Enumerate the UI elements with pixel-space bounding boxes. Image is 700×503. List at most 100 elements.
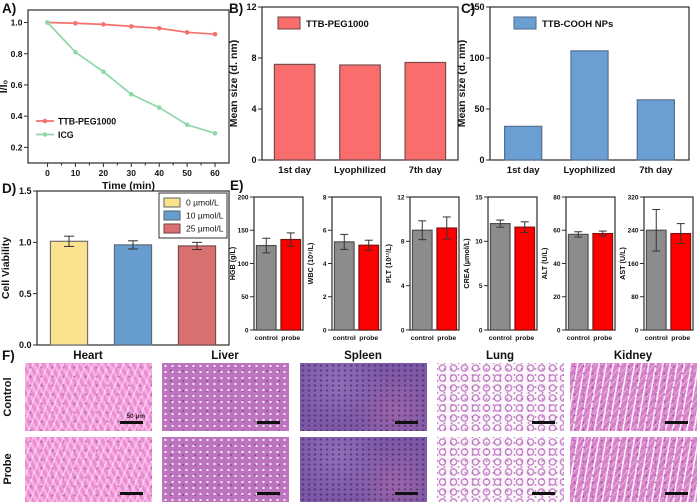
svg-text:4: 4	[251, 104, 256, 114]
histology-image-control-spleen	[300, 363, 427, 431]
svg-text:100: 100	[238, 261, 249, 268]
svg-text:0: 0	[635, 327, 639, 334]
chart-ast-bar: 0 80 160 240 320 AST (U/L) control probe	[618, 190, 696, 355]
svg-text:control: control	[411, 335, 434, 342]
histology-image-probe-heart	[25, 437, 152, 502]
svg-text:10: 10	[71, 168, 81, 178]
svg-text:15: 15	[475, 194, 483, 201]
histology-image-control-lung	[437, 363, 564, 431]
svg-text:1st day: 1st day	[278, 165, 311, 176]
svg-text:0: 0	[251, 155, 256, 165]
svg-text:8: 8	[323, 194, 327, 201]
svg-text:80: 80	[631, 294, 639, 301]
svg-text:150: 150	[238, 228, 249, 235]
histology-col-kidney: Kidney	[613, 350, 653, 362]
histology-col-liver: Liver	[211, 350, 239, 362]
histology-image-probe-kidney	[570, 437, 697, 502]
svg-text:50: 50	[182, 168, 192, 178]
svg-text:0: 0	[479, 327, 483, 334]
panel-label-f: F)	[2, 348, 15, 363]
svg-text:2: 2	[323, 294, 327, 301]
svg-text:probe: probe	[281, 335, 300, 342]
svg-text:0: 0	[401, 327, 405, 334]
histology-col-spleen: Spleen	[344, 350, 382, 362]
chart-wbc-bar: 0 2 4 6 8 WBC (10⁹/L) control probe	[306, 190, 384, 355]
svg-text:Cell Viability: Cell Viability	[0, 237, 12, 299]
svg-text:HGB (g/L): HGB (g/L)	[228, 246, 237, 280]
svg-text:12: 12	[246, 2, 256, 12]
svg-text:150: 150	[469, 2, 484, 12]
scalebar	[532, 492, 555, 495]
histology-image-control-heart: 50 µm	[25, 363, 152, 431]
svg-text:20: 20	[553, 294, 561, 301]
svg-text:10: 10	[475, 239, 483, 246]
svg-text:100: 100	[469, 53, 484, 63]
svg-text:40: 40	[553, 261, 561, 268]
chart-plt-bar: 0 4 8 12 PLT (10¹¹/L) control probe	[384, 190, 462, 355]
svg-text:0.4: 0.4	[11, 111, 23, 121]
svg-text:6: 6	[323, 228, 327, 235]
svg-text:TTB-COOH NPs: TTB-COOH NPs	[542, 19, 613, 30]
svg-text:control: control	[255, 335, 278, 342]
histology-image-control-kidney	[570, 363, 697, 431]
svg-text:8: 8	[251, 53, 256, 63]
svg-text:0: 0	[45, 168, 50, 178]
histology-image-probe-spleen	[300, 437, 427, 502]
scalebar	[120, 421, 143, 424]
panel-label-c: C)	[461, 1, 476, 16]
svg-text:probe: probe	[593, 335, 612, 342]
svg-text:7th day: 7th day	[639, 165, 673, 176]
svg-text:WBC (10⁹/L): WBC (10⁹/L)	[306, 242, 315, 284]
chart-photostability-line: 0.2 0.4 0.6 0.8 1.0 I/I₀ 0 10 20 30 40 50 60 Time (mi…	[0, 0, 230, 197]
svg-text:1st day: 1st day	[507, 165, 540, 176]
chart-ttb-cooh-size-bar: 0 50 100 150 Mean size (d. nm) 1st day Lyophil…	[456, 0, 692, 183]
svg-text:160: 160	[628, 261, 639, 268]
svg-text:80: 80	[553, 194, 561, 201]
histology-col-heart: Heart	[73, 350, 103, 362]
scalebar	[665, 421, 688, 424]
histology-row-control: Control	[2, 377, 14, 417]
svg-text:0.0: 0.0	[19, 340, 32, 350]
svg-text:probe: probe	[671, 335, 690, 342]
svg-text:CREA (µmol/L): CREA (µmol/L)	[462, 238, 471, 289]
histology-image-probe-lung	[437, 437, 564, 502]
svg-text:0: 0	[479, 155, 484, 165]
scalebar	[532, 421, 555, 424]
histology-image-probe-liver	[162, 437, 289, 502]
svg-text:Mean size (d. nm): Mean size (d. nm)	[228, 40, 240, 128]
scalebar	[395, 492, 418, 495]
svg-text:30: 30	[127, 168, 137, 178]
scalebar	[120, 492, 143, 495]
svg-text:probe: probe	[437, 335, 456, 342]
svg-text:50: 50	[241, 294, 249, 301]
scalebar	[665, 492, 688, 495]
chart-alt-bar: 0 20 40 60 80 ALT (U/L) control probe	[540, 190, 618, 355]
svg-text:8: 8	[401, 239, 405, 246]
svg-text:60: 60	[210, 168, 220, 178]
svg-text:0: 0	[557, 327, 561, 334]
svg-text:25 µmol/L: 25 µmol/L	[186, 223, 224, 233]
svg-text:0: 0	[323, 327, 327, 334]
svg-text:Time (min): Time (min)	[102, 180, 155, 192]
panel-label-e: E)	[230, 178, 244, 193]
svg-text:ICG: ICG	[58, 130, 74, 140]
svg-text:1.5: 1.5	[19, 186, 32, 196]
svg-text:control: control	[645, 335, 668, 342]
svg-text:probe: probe	[515, 335, 534, 342]
panel-label-d: D)	[2, 181, 17, 196]
scalebar	[257, 492, 280, 495]
svg-text:0.8: 0.8	[11, 49, 23, 59]
panel-label-b: B)	[229, 1, 244, 16]
svg-text:control: control	[333, 335, 356, 342]
chart-hgb-bar: 0 50 100 150 200 HGB (g/L) control probe	[228, 190, 306, 355]
svg-text:1.0: 1.0	[11, 18, 23, 28]
svg-text:10 µmol/L: 10 µmol/L	[186, 210, 224, 220]
chart-crea-bar: 0 5 10 15 CREA (µmol/L) control probe	[462, 190, 540, 355]
svg-text:4: 4	[401, 283, 405, 290]
svg-text:5: 5	[479, 283, 483, 290]
chart-ttb-peg1000-size-bar: 0 4 8 12 Mean size (d. nm) 1st day Lyophilized…	[228, 0, 462, 183]
svg-text:320: 320	[628, 194, 639, 201]
svg-text:TTB-PEG1000: TTB-PEG1000	[306, 19, 369, 30]
svg-text:0: 0	[245, 327, 249, 334]
